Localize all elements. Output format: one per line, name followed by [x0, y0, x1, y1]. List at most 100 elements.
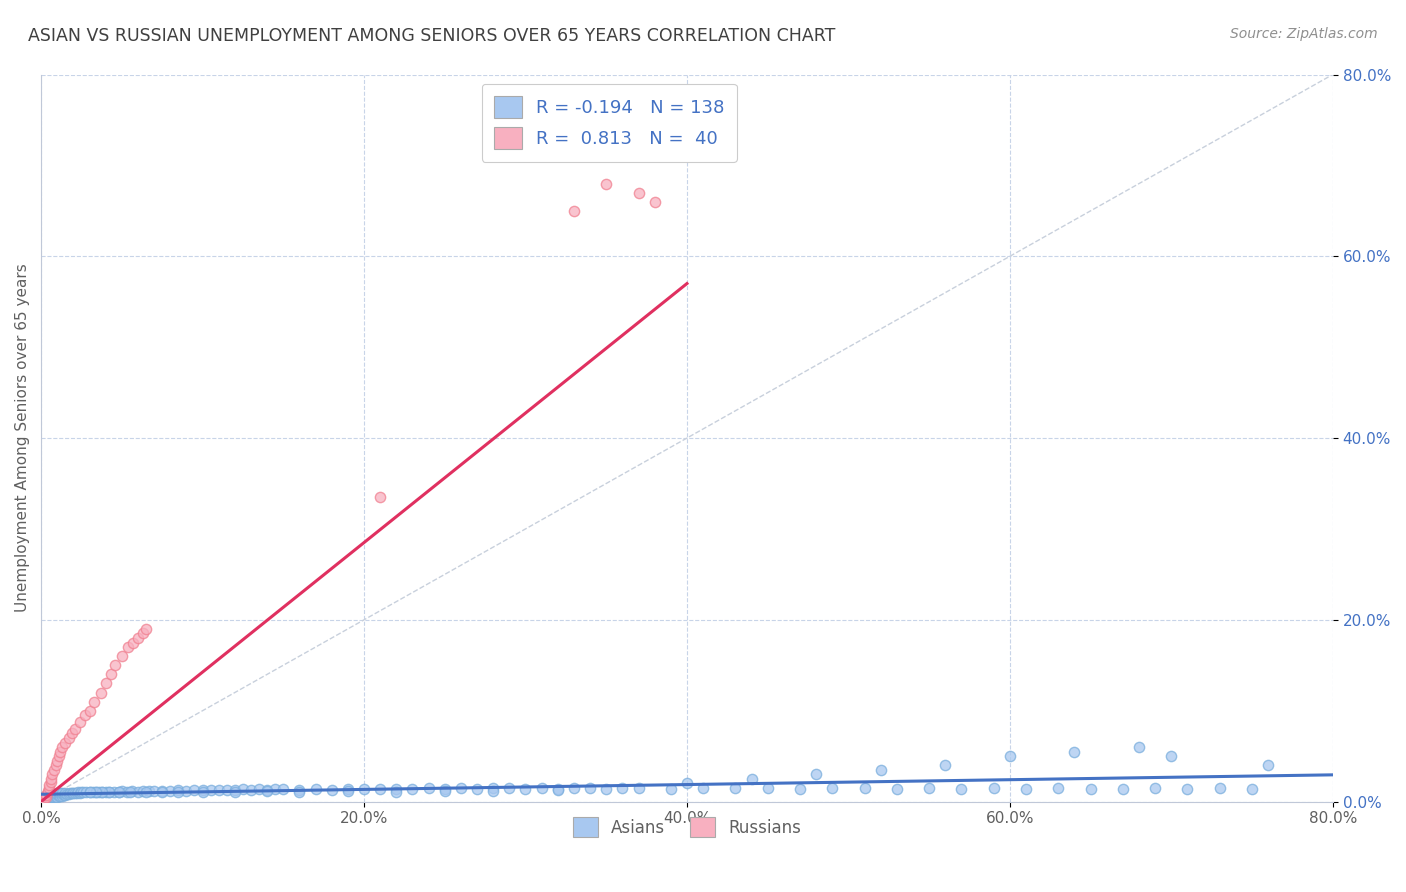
Point [741, 772, 763, 786]
Point [789, 781, 811, 796]
Point [676, 776, 699, 790]
Point [998, 749, 1021, 764]
Point [1063, 745, 1085, 759]
Point [90, 685, 112, 699]
Point [48, 789, 70, 804]
Point [89, 784, 111, 798]
Point [38, 791, 60, 805]
Point [79, 785, 101, 799]
Point [1177, 781, 1199, 796]
Point [304, 781, 326, 796]
Point [288, 784, 311, 798]
Point [627, 186, 650, 200]
Point [46, 787, 69, 801]
Point [191, 784, 214, 798]
Point [59, 786, 82, 800]
Point [63, 786, 86, 800]
Point [121, 783, 143, 797]
Point [83, 695, 105, 709]
Point [612, 780, 634, 795]
Point [35, 790, 58, 805]
Point [498, 780, 520, 795]
Point [37, 785, 59, 799]
Point [45, 787, 67, 801]
Point [756, 780, 779, 795]
Point [853, 780, 876, 795]
Point [103, 784, 125, 798]
Point [31, 793, 53, 807]
Point [94, 784, 117, 798]
Point [94, 676, 117, 690]
Point [35, 788, 58, 802]
Point [127, 631, 149, 645]
Point [183, 782, 205, 797]
Point [271, 781, 294, 796]
Point [79, 785, 101, 799]
Point [450, 780, 472, 795]
Point [530, 780, 553, 795]
Point [58, 731, 80, 745]
Point [48, 786, 70, 800]
Point [107, 785, 129, 799]
Point [38, 780, 60, 795]
Point [433, 783, 456, 797]
Point [49, 786, 72, 800]
Point [51, 786, 73, 800]
Point [336, 781, 359, 796]
Point [368, 490, 391, 504]
Point [132, 783, 155, 797]
Point [62, 786, 84, 800]
Point [34, 790, 56, 805]
Point [132, 626, 155, 640]
Point [122, 635, 145, 649]
Point [42, 763, 65, 777]
Point [627, 780, 650, 795]
Point [111, 649, 134, 664]
Point [950, 781, 973, 796]
Point [256, 783, 278, 797]
Point [482, 780, 505, 795]
Point [51, 739, 73, 754]
Point [659, 781, 682, 796]
Point [51, 789, 73, 804]
Point [69, 714, 91, 729]
Point [918, 780, 941, 795]
Point [1160, 749, 1182, 764]
Point [73, 708, 96, 723]
Point [66, 786, 89, 800]
Point [38, 778, 60, 792]
Point [385, 784, 408, 798]
Point [1128, 739, 1150, 754]
Point [143, 783, 166, 797]
Point [150, 783, 173, 797]
Point [1144, 780, 1167, 795]
Point [37, 789, 59, 804]
Y-axis label: Unemployment Among Seniors over 65 years: Unemployment Among Seniors over 65 years [15, 264, 30, 613]
Point [111, 783, 134, 797]
Point [579, 780, 602, 795]
Point [53, 786, 76, 800]
Point [37, 783, 59, 797]
Point [84, 784, 107, 798]
Legend: Asians, Russians: Asians, Russians [567, 811, 808, 844]
Point [385, 781, 408, 796]
Point [58, 787, 80, 801]
Point [1015, 781, 1038, 796]
Point [135, 622, 157, 636]
Point [159, 783, 181, 797]
Point [353, 781, 375, 796]
Point [256, 782, 278, 797]
Point [886, 781, 908, 796]
Point [107, 784, 129, 798]
Point [547, 781, 569, 796]
Point [41, 767, 63, 781]
Point [1080, 781, 1102, 796]
Point [53, 788, 76, 802]
Point [482, 783, 505, 797]
Point [150, 784, 173, 798]
Point [115, 784, 138, 798]
Point [934, 758, 956, 772]
Point [52, 788, 75, 802]
Point [39, 774, 62, 789]
Point [45, 758, 67, 772]
